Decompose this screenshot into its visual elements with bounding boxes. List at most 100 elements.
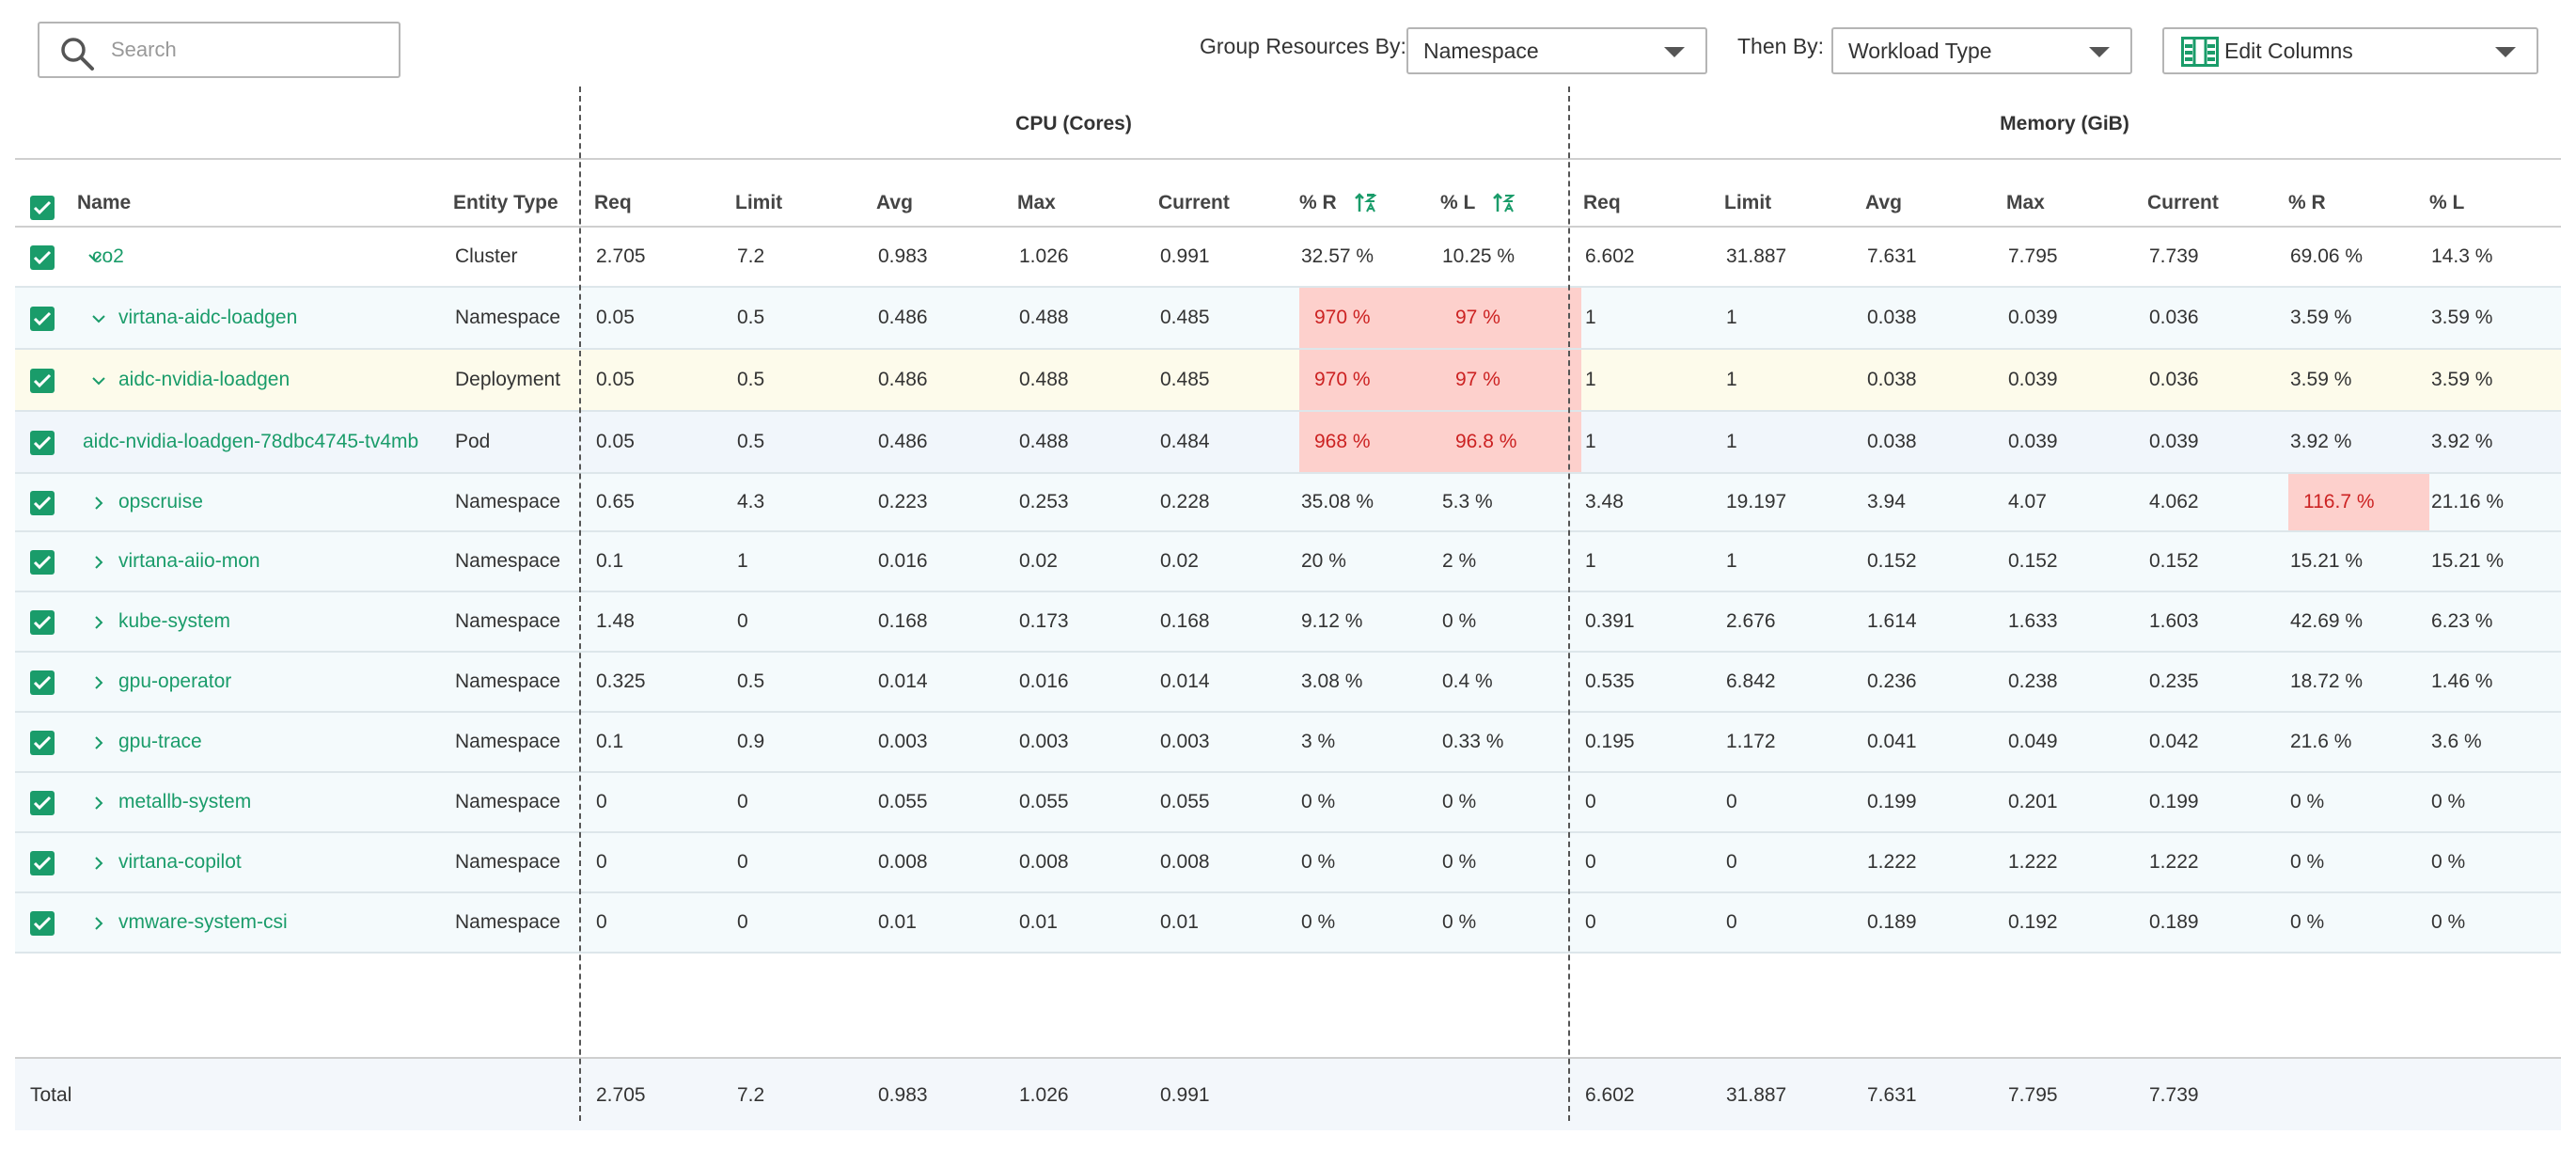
table-row[interactable]: gpu-trace Namespace 0.1 0.9 0.003 0.003 0.003 3… [15,713,2561,773]
total-row: Total 2.705 7.2 0.983 1.026 0.991 6.602 … [15,1057,2561,1130]
row-mem-avg: 0.041 [1867,731,1917,752]
chevron-right-icon[interactable] [88,552,109,573]
table-row[interactable]: co2 Cluster 2.705 7.2 0.983 1.026 0.991 32.57 %… [15,228,2561,288]
row-entity-type: Namespace [455,491,561,512]
chevron-right-icon[interactable] [88,672,109,693]
row-mem-max: 4.07 [2008,491,2047,512]
check-icon [33,373,52,388]
row-mem-pct-r: 21.6 % [2290,731,2352,752]
column-mem-limit[interactable]: Limit [1724,192,1772,213]
row-checkbox[interactable] [30,369,55,393]
table-row[interactable]: virtana-aiio-mon Namespace 0.1 1 0.016 0.02 0.… [15,532,2561,592]
row-checkbox[interactable] [30,851,55,875]
column-mem-max[interactable]: Max [2006,192,2045,213]
row-name-link[interactable]: gpu-operator [118,670,232,692]
row-cpu-pct-l: 0 % [1442,911,1477,933]
row-name-link[interactable]: gpu-trace [118,731,202,752]
row-name-link[interactable]: aidc-nvidia-loadgen [118,369,291,390]
edit-columns-button[interactable]: Edit Columns [2162,27,2538,74]
row-cpu-pct-l: 96.8 % [1440,412,1581,472]
chevron-right-icon[interactable] [88,612,109,633]
row-name-link[interactable]: virtana-aiio-mon [118,550,260,572]
column-cpu-current[interactable]: Current [1158,192,1230,213]
row-name-link[interactable]: co2 [92,245,124,267]
table-row[interactable]: virtana-copilot Namespace 0 0 0.008 0.008 0.00… [15,833,2561,893]
row-cpu-max: 1.026 [1019,245,1069,267]
row-checkbox[interactable] [30,911,55,936]
chevron-right-icon[interactable] [88,733,109,753]
chevron-right-icon[interactable] [88,853,109,874]
row-name-link[interactable]: vmware-system-csi [118,911,288,933]
row-mem-pct-l: 0 % [2431,851,2466,873]
column-cpu-limit[interactable]: Limit [735,192,783,213]
column-cpu-pct-l[interactable]: % L [1440,192,1515,214]
row-mem-pct-r: 15.21 % [2290,550,2364,572]
table-row[interactable]: aidc-nvidia-loadgen Deployment 0.05 0.5 0.48… [15,350,2561,412]
row-mem-limit: 0 [1726,791,1737,812]
cpu-group-header: CPU (Cores) [1015,113,1132,134]
table-row[interactable]: gpu-operator Namespace 0.325 0.5 0.014 0.016 0… [15,653,2561,713]
row-cpu-avg: 0.016 [878,550,928,572]
column-cpu-max[interactable]: Max [1017,192,1056,213]
table-row[interactable]: aidc-nvidia-loadgen-78dbc4745-tv4mb Pod 0.… [15,412,2561,474]
search-input[interactable] [111,29,393,71]
row-mem-pct-l: 3.59 % [2431,369,2493,390]
table-row[interactable]: kube-system Namespace 1.48 0 0.168 0.173 0.168… [15,592,2561,653]
chevron-right-icon[interactable] [88,493,109,513]
column-mem-pct-l[interactable]: % L [2429,192,2465,213]
column-mem-req[interactable]: Req [1583,192,1621,213]
row-entity-type: Namespace [455,610,561,632]
row-entity-type: Namespace [455,731,561,752]
row-checkbox[interactable] [30,610,55,635]
column-cpu-req[interactable]: Req [594,192,632,213]
total-cpu-avg: 0.983 [878,1084,928,1106]
column-cpu-avg[interactable]: Avg [876,192,913,213]
memory-group-header: Memory (GiB) [2000,113,2129,134]
row-name-link[interactable]: virtana-copilot [118,851,242,873]
row-checkbox[interactable] [30,431,55,455]
row-cpu-req: 0.325 [596,670,646,692]
row-checkbox[interactable] [30,791,55,815]
row-checkbox[interactable] [30,670,55,695]
chevron-right-icon[interactable] [88,913,109,934]
column-mem-avg[interactable]: Avg [1865,192,1902,213]
row-entity-type: Namespace [455,670,561,692]
row-mem-pct-l: 15.21 % [2431,550,2505,572]
table-row[interactable]: opscruise Namespace 0.65 4.3 0.223 0.253 0.228… [15,474,2561,532]
row-name-link[interactable]: metallb-system [118,791,252,812]
row-cpu-req: 0.65 [596,491,635,512]
row-checkbox[interactable] [30,550,55,575]
row-mem-avg: 1.614 [1867,610,1917,632]
column-cpu-pct-r[interactable]: % R [1299,192,1376,214]
row-cpu-avg: 0.486 [878,307,928,328]
table-row[interactable]: metallb-system Namespace 0 0 0.055 0.055 0.055… [15,773,2561,833]
column-mem-pct-r[interactable]: % R [2288,192,2326,213]
row-cpu-pct-r-value: 970 % [1314,369,1371,390]
row-name-link[interactable]: virtana-aidc-loadgen [118,307,298,328]
then-by-select[interactable]: Workload Type [1831,27,2132,74]
row-checkbox[interactable] [30,307,55,331]
row-checkbox[interactable] [30,491,55,515]
column-header-row: Name Entity Type Req Limit Avg Max Curre… [15,160,2561,226]
row-checkbox[interactable] [30,245,55,270]
row-checkbox[interactable] [30,731,55,755]
table-row[interactable]: virtana-aidc-loadgen Namespace 0.05 0.5 0.48… [15,288,2561,350]
column-entity-type[interactable]: Entity Type [453,192,558,213]
row-name-link[interactable]: aidc-nvidia-loadgen-78dbc4745-tv4mb [83,431,419,452]
chevron-right-icon[interactable] [88,793,109,813]
chevron-down-icon[interactable] [88,308,109,329]
row-name-link[interactable]: opscruise [118,491,203,512]
row-mem-pct-r: 0 % [2290,791,2325,812]
group-by-select[interactable]: Namespace [1406,27,1707,74]
row-cpu-limit: 0 [737,791,748,812]
column-name[interactable]: Name [77,192,132,213]
row-name-link[interactable]: kube-system [118,610,231,632]
search-box[interactable] [38,22,401,78]
row-entity-type: Namespace [455,851,561,873]
chevron-down-icon[interactable] [88,371,109,391]
chevron-down-icon[interactable] [85,247,105,268]
column-mem-current[interactable]: Current [2147,192,2219,213]
table-row[interactable]: vmware-system-csi Namespace 0 0 0.01 0.01 0.01… [15,893,2561,954]
row-mem-current: 0.189 [2149,911,2199,933]
select-all-checkbox[interactable] [30,196,55,220]
